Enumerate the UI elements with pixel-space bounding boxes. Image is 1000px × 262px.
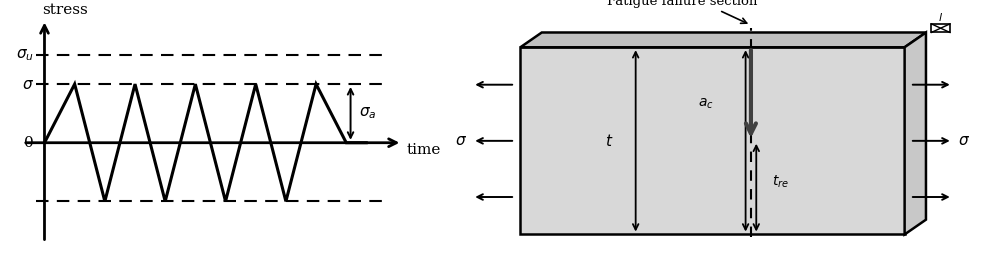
Polygon shape bbox=[520, 47, 905, 234]
Text: $a_c$: $a_c$ bbox=[698, 96, 714, 111]
Text: 0: 0 bbox=[24, 136, 34, 150]
Text: $t$: $t$ bbox=[605, 133, 613, 149]
Text: Fatigue failure section: Fatigue failure section bbox=[607, 0, 757, 8]
Text: $t_{re}$: $t_{re}$ bbox=[772, 174, 789, 190]
Text: $\sigma_u$: $\sigma_u$ bbox=[16, 47, 34, 63]
Polygon shape bbox=[905, 32, 926, 234]
Text: $\sigma$: $\sigma$ bbox=[455, 133, 467, 148]
Text: $\sigma$: $\sigma$ bbox=[958, 133, 970, 148]
Text: time: time bbox=[407, 143, 441, 157]
Polygon shape bbox=[520, 32, 926, 47]
Polygon shape bbox=[931, 24, 950, 32]
Text: $\sigma$: $\sigma$ bbox=[22, 77, 34, 92]
Text: stress: stress bbox=[42, 3, 88, 17]
Text: $\sigma_a$: $\sigma_a$ bbox=[359, 106, 377, 121]
Text: $l$: $l$ bbox=[938, 11, 943, 23]
